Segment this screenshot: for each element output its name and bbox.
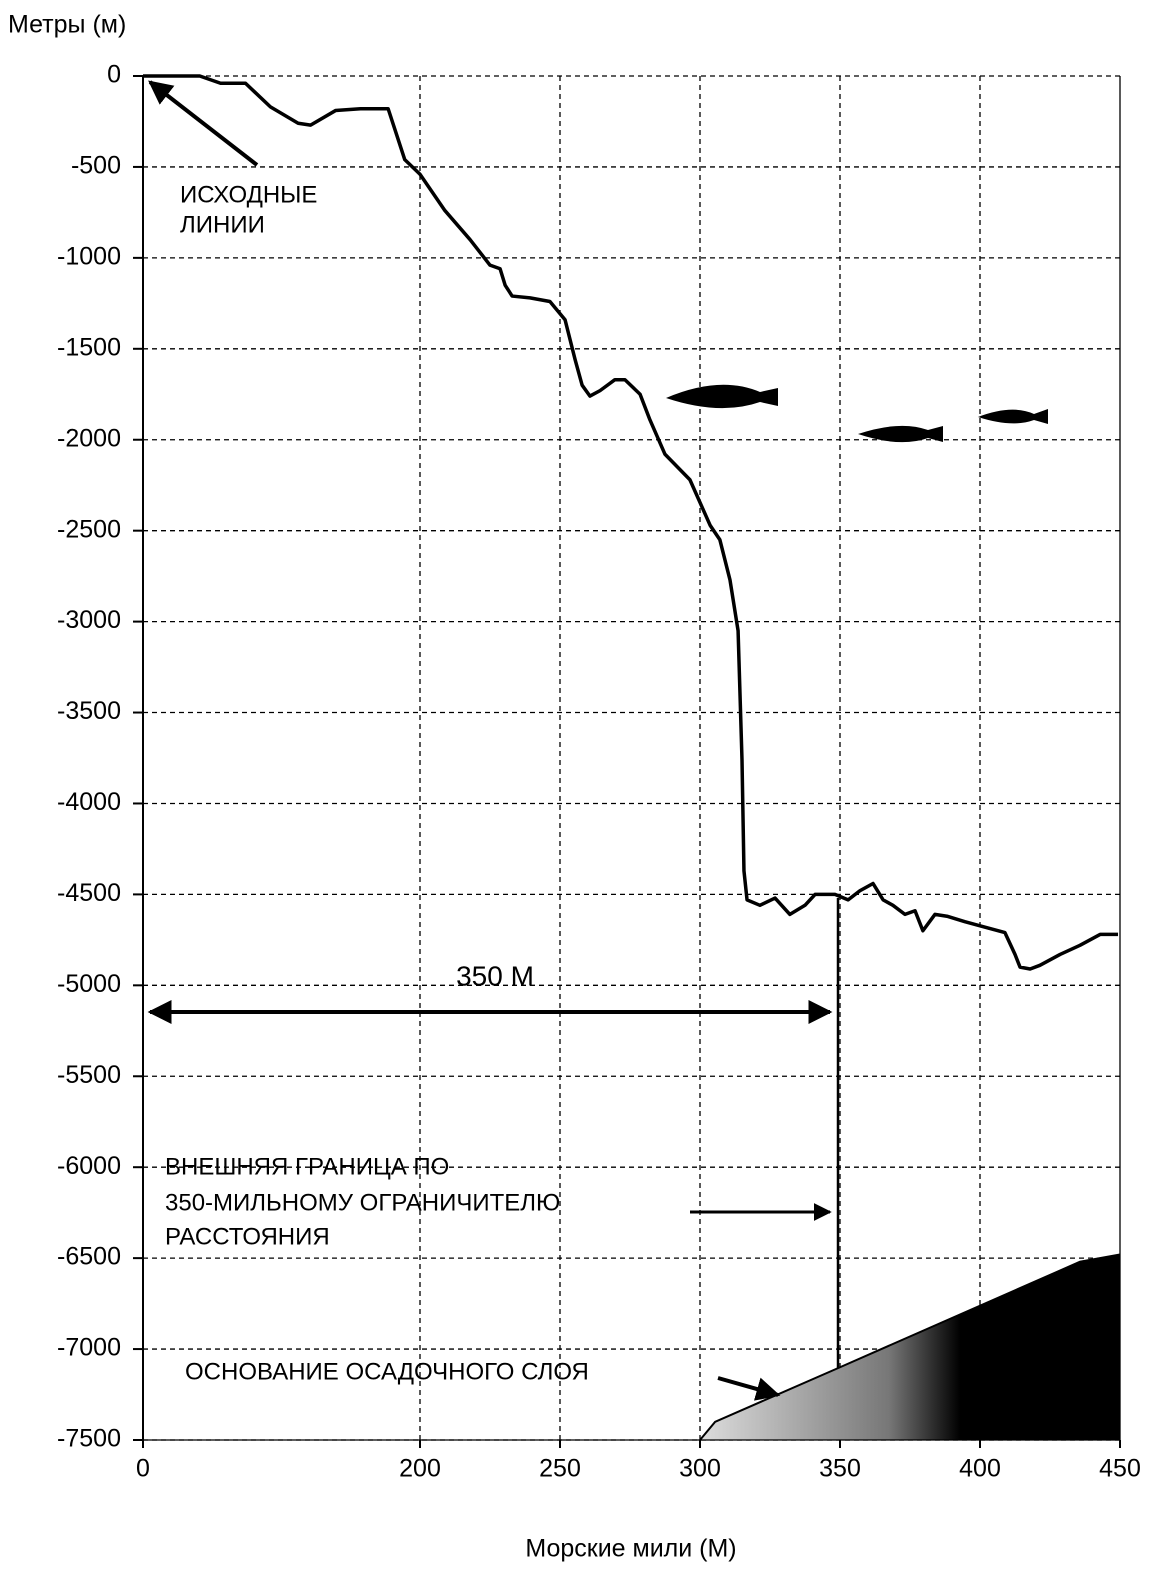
x-tick-label: 300: [679, 1455, 721, 1483]
annotation: РАССТОЯНИЯ: [165, 1223, 330, 1250]
y-tick-label: -4000: [57, 788, 121, 816]
chart: Метры (м) Морские мили (М) 0 -500 -1000 -15…: [0, 0, 1167, 1594]
y-tick-label: -7500: [57, 1425, 121, 1453]
y-tick-label: -2500: [57, 515, 121, 543]
annotation: ОСНОВАНИЕ ОСАДОЧНОГО СЛОЯ: [185, 1358, 589, 1385]
y-tick-label: -6500: [57, 1243, 121, 1271]
y-tick-label: -2000: [57, 424, 121, 452]
x-tick-label: 250: [539, 1455, 581, 1483]
annotation: 350 M: [456, 960, 534, 991]
sediment-area: [700, 1254, 1120, 1440]
y-tick-label: -5000: [57, 970, 121, 998]
arrow: [150, 82, 257, 165]
annotation: ИСХОДНЫЕ: [180, 181, 317, 208]
x-tick-label: 400: [959, 1455, 1001, 1483]
y-tick-label: 0: [107, 61, 121, 89]
x-tick-label: 350: [819, 1455, 861, 1483]
y-tick-label: -1500: [57, 333, 121, 361]
x-tick-label: 450: [1099, 1455, 1141, 1483]
annotation: ЛИНИИ: [180, 211, 265, 238]
y-tick-label: -6000: [57, 1152, 121, 1180]
y-tick-label: -500: [71, 152, 121, 180]
annotation: ВНЕШНЯЯ ГРАНИЦА ПО: [165, 1153, 449, 1180]
profile-line: [143, 76, 1118, 969]
fish: [666, 385, 1048, 442]
x-axis-label: Морские мили (М): [525, 1535, 736, 1563]
x-tick-label: 200: [399, 1455, 441, 1483]
y-tick-label: -4500: [57, 879, 121, 907]
annotation: 350-МИЛЬНОМУ ОГРАНИЧИТЕЛЮ: [165, 1189, 560, 1216]
y-tick-label: -5500: [57, 1061, 121, 1089]
y-tick-label: -3000: [57, 606, 121, 634]
y-tick-label: -7000: [57, 1334, 121, 1362]
arrow: [718, 1378, 778, 1395]
y-tick-label: -1000: [57, 242, 121, 270]
x-tick-label: 0: [136, 1455, 150, 1483]
y-tick-label: -3500: [57, 697, 121, 725]
y-axis-label: Метры (м): [8, 11, 126, 39]
